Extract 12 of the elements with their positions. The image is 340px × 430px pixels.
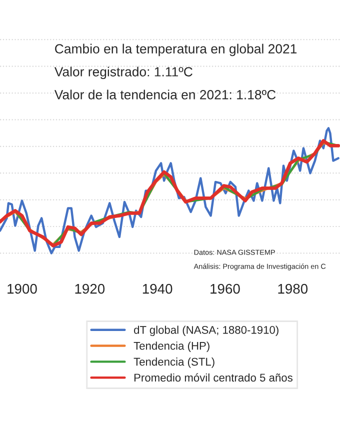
x-tick-label: 1960 (210, 284, 240, 294)
legend-label: Tendencia (STL) (134, 358, 214, 368)
x-tick-label: 1920 (75, 284, 105, 294)
text: Valor registrado: 1.11ºC (54, 66, 192, 80)
legend-label: Tendencia (HP) (134, 342, 210, 352)
x-tick-label: 1980 (278, 284, 308, 294)
legend-label: dT global (NASA; 1880-1910) (134, 326, 278, 336)
x-tick-label: 1900 (8, 284, 37, 294)
x-tick-label: 1940 (142, 284, 172, 294)
legend-label: Promedio móvil centrado 5 años (134, 373, 292, 382)
text: Valor de la tendencia en 2021: 1.18ºC (54, 90, 276, 100)
chart-title: Cambio en la temperatura en global 2021 (55, 44, 297, 56)
